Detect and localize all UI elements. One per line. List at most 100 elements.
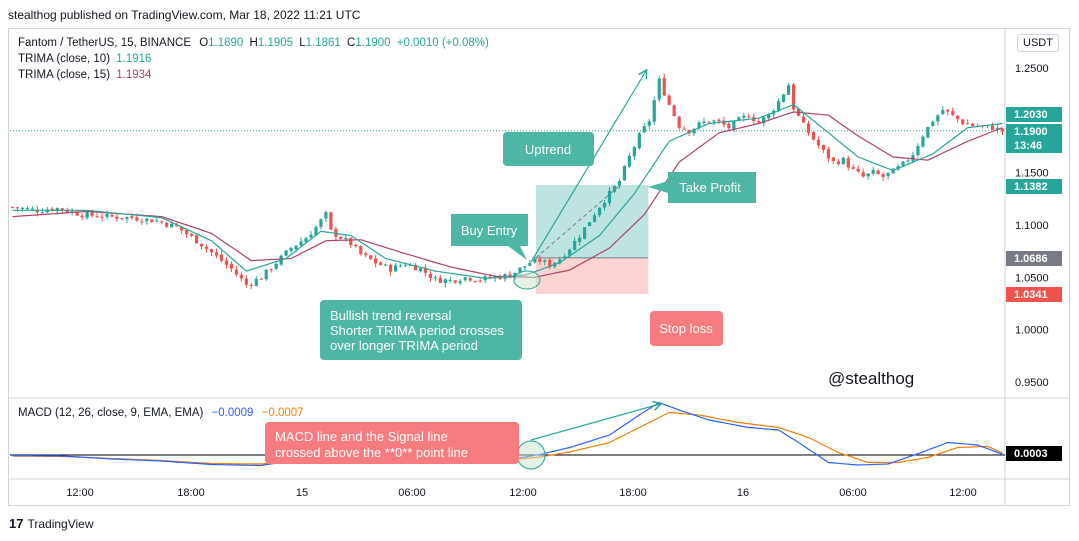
tradingview-brand[interactable]: 17 TradingView: [9, 516, 94, 531]
candlesticks: [10, 73, 1005, 290]
candle-body: [916, 146, 920, 156]
candle-body: [30, 208, 34, 210]
candle-body: [239, 274, 243, 279]
macd-legend[interactable]: MACD (12, 26, close, 9, EMA, EMA) −0.000…: [18, 407, 304, 419]
candle-body: [627, 155, 631, 167]
candle-body: [657, 78, 661, 100]
candle-body: [767, 114, 771, 119]
uptrend-callout[interactable]: Uptrend: [503, 132, 594, 166]
candle-body: [786, 85, 791, 95]
candle-body: [165, 222, 169, 227]
candle-body: [737, 117, 741, 120]
candle-body: [55, 207, 59, 212]
price-axis-tag-text: 1.2030: [1014, 109, 1048, 121]
candle-body: [249, 284, 253, 286]
candle-body: [811, 131, 816, 140]
tradingview-logo-icon: 17: [9, 516, 24, 531]
reversal-callout[interactable]: Bullish trend reversal Shorter TRIMA per…: [320, 300, 522, 360]
candle-body: [956, 115, 960, 120]
candle-body: [702, 121, 706, 124]
candle-body: [642, 126, 646, 133]
candle-body: [652, 100, 656, 122]
candle-body: [463, 277, 467, 281]
candle-body: [697, 122, 701, 128]
candle-body: [428, 273, 432, 279]
take-profit-callout[interactable]: Take Profit: [648, 172, 756, 203]
candle-body: [344, 238, 348, 240]
x-tick-label: 16: [737, 487, 749, 499]
candle-body: [801, 116, 806, 123]
candle-body: [548, 259, 552, 267]
ohlc-low: L1.1861: [299, 37, 341, 49]
candle-body: [155, 220, 159, 222]
trade-path-line: [535, 184, 621, 259]
candle-body: [966, 123, 970, 125]
symbol-name[interactable]: Fantom / TetherUS, 15, BINANCE: [18, 37, 191, 49]
price-axis-tag: [1006, 138, 1062, 153]
candle-body: [438, 277, 442, 283]
price-axis-tag: [1006, 287, 1062, 302]
price-axis-tag-text: 13:46: [1014, 140, 1042, 152]
x-tick-label: 06:00: [398, 487, 426, 499]
candle-body: [990, 125, 995, 130]
candle-body: [393, 265, 398, 272]
candle-body: [95, 216, 99, 218]
buy-entry-callout[interactable]: Buy Entry: [451, 214, 528, 260]
candle-body: [35, 209, 39, 213]
x-tick-label: 12:00: [509, 487, 537, 499]
candle-body: [597, 207, 602, 216]
candle-body: [15, 207, 20, 209]
candle-body: [423, 267, 428, 273]
candle-body: [20, 207, 25, 209]
candle-body: [682, 128, 686, 130]
candle-body: [518, 267, 522, 274]
macd-note-callout[interactable]: MACD line and the Signal line crossed ab…: [265, 422, 519, 464]
macd-trend-arrow: [530, 404, 660, 441]
candle-body: [1000, 128, 1005, 132]
macd-value: −0.0009: [211, 407, 254, 419]
chart-frame: [8, 28, 1070, 506]
candle-body: [403, 265, 408, 267]
candle-body: [413, 264, 418, 271]
candle-body: [712, 120, 716, 122]
take-profit-zone: [535, 185, 649, 258]
stop-loss-callout[interactable]: Stop loss: [650, 311, 723, 346]
candle-body: [254, 278, 258, 286]
candle-body: [851, 167, 855, 169]
candle-body: [408, 264, 413, 266]
trima10-line: [12, 103, 1003, 280]
candle-body: [971, 123, 975, 127]
trima10-legend[interactable]: TRIMA (close, 10) 1.1916: [18, 53, 152, 65]
candle-body: [388, 264, 393, 272]
candle-body: [782, 94, 786, 102]
macd-cross-circle: [516, 440, 546, 470]
candle-body: [906, 160, 910, 162]
candle-body: [309, 234, 313, 238]
candle-body: [856, 168, 860, 172]
macd-axis-tag-text: 0.0003: [1014, 448, 1048, 460]
candle-body: [185, 230, 189, 235]
candle-body: [742, 115, 746, 118]
candle-body: [170, 223, 174, 228]
currency-button[interactable]: USDT: [1017, 34, 1059, 52]
price-axis-tag-text: 1.0686: [1014, 253, 1048, 265]
candle-body: [961, 119, 965, 125]
candle-body: [453, 280, 457, 283]
candle-body: [866, 173, 870, 177]
candle-body: [568, 249, 572, 256]
trima15-legend[interactable]: TRIMA (close, 15) 1.1934: [18, 69, 152, 81]
candle-body: [214, 252, 219, 256]
candle-body: [602, 202, 607, 208]
trima15-value: 1.1934: [116, 69, 152, 81]
author-tag: @stealthog: [828, 369, 914, 388]
candle-body: [861, 172, 865, 177]
candle-body: [329, 212, 333, 230]
axes: 1.2500 1.1500 1.1000 1.0500 1.0000 0.9500 12:0…: [66, 63, 1062, 499]
price-axis-tag-text: 1.1382: [1014, 181, 1048, 193]
trima10-value: 1.1916: [116, 53, 152, 65]
candle-body: [219, 254, 224, 261]
candle-body: [836, 161, 840, 165]
candle-body: [135, 217, 139, 221]
candle-body: [369, 255, 373, 260]
